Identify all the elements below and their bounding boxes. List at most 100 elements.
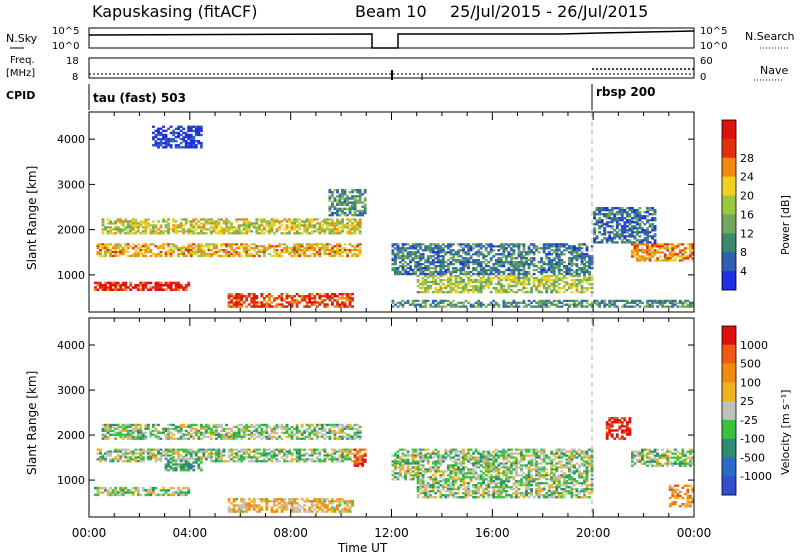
velocity-cell: [351, 427, 354, 431]
power-cell: [152, 144, 155, 147]
power-cell: [399, 251, 402, 254]
power-cell: [651, 213, 654, 216]
velocity-cell: [237, 458, 241, 461]
power-cell: [121, 249, 125, 252]
velocity-cell: [157, 452, 160, 455]
power-cell: [152, 131, 155, 135]
power-cell: [638, 223, 642, 226]
velocity-cell: [210, 429, 213, 432]
power-cell: [394, 253, 397, 256]
velocity-cell: [174, 467, 178, 470]
power-cell: [318, 228, 322, 231]
velocity-cell: [189, 423, 193, 427]
power-cell: [434, 305, 438, 308]
power-cell: [426, 276, 430, 280]
power-cell: [341, 293, 344, 296]
power-cell: [482, 253, 486, 256]
velocity-cell: [346, 437, 349, 440]
velocity-cell: [270, 506, 274, 509]
power-cell: [444, 265, 448, 268]
power-cell: [482, 268, 486, 272]
power-cell: [358, 213, 362, 217]
velocity-cell: [341, 450, 344, 453]
power-cell: [343, 301, 347, 304]
power-cell: [474, 280, 478, 284]
velocity-cell: [280, 448, 284, 451]
power-cell: [416, 268, 420, 272]
power-cell: [446, 245, 450, 248]
velocity-cell: [290, 425, 294, 429]
power-cell: [325, 243, 329, 246]
power-cell: [507, 266, 511, 270]
velocity-cell: [305, 458, 309, 461]
power-cell: [179, 230, 183, 233]
velocity-cell: [187, 467, 191, 470]
power-cell: [411, 303, 415, 306]
power-cell: [648, 303, 652, 306]
power-cell: [540, 305, 544, 308]
power-cell: [270, 295, 274, 298]
velocity-cell: [240, 500, 244, 503]
power-cell: [623, 225, 627, 228]
power-cell: [570, 249, 574, 252]
velocity-cell: [111, 460, 115, 463]
power-cell: [104, 247, 107, 250]
power-cell: [479, 265, 483, 268]
power-cell: [431, 280, 435, 284]
velocity-cell: [237, 435, 241, 438]
power-cell: [441, 251, 445, 254]
power-cell: [406, 251, 410, 254]
power-cell: [273, 250, 276, 254]
power-cell: [497, 270, 501, 274]
power-cell: [235, 293, 239, 296]
power-cell: [615, 221, 619, 224]
power-cell: [489, 301, 493, 304]
velocity-cell: [237, 429, 241, 432]
power-cell: [401, 266, 405, 270]
power-cell: [346, 252, 349, 256]
velocity-cell: [149, 486, 153, 490]
velocity-cell: [204, 431, 208, 434]
power-cell: [656, 299, 660, 302]
power-cell: [346, 254, 349, 258]
power-cell: [633, 305, 637, 308]
velocity-cell: [346, 427, 349, 431]
power-cell: [540, 266, 544, 270]
power-cell: [429, 266, 433, 270]
power-cell: [507, 255, 511, 258]
velocity-cell: [328, 431, 332, 434]
velocity-cell: [257, 423, 261, 427]
power-cell: [562, 261, 566, 264]
power-cell: [285, 305, 289, 308]
power-cell: [497, 257, 501, 260]
velocity-cell: [111, 450, 115, 453]
power-cell: [242, 247, 246, 250]
power-cell: [260, 220, 264, 223]
power-cell: [429, 261, 433, 264]
power-cell: [446, 247, 450, 250]
power-cell: [593, 231, 596, 234]
power-cell: [545, 245, 549, 248]
power-cell: [116, 228, 120, 231]
power-cell: [295, 245, 299, 248]
velocity-cell: [131, 423, 135, 427]
velocity-cell: [290, 429, 294, 432]
power-cell: [177, 224, 181, 227]
power-cell: [189, 129, 193, 133]
power-cell: [210, 249, 213, 252]
power-cell: [414, 247, 418, 250]
power-cell: [194, 129, 198, 133]
power-cell: [467, 266, 470, 270]
velocity-cell: [144, 423, 148, 427]
velocity-cell: [298, 431, 302, 434]
velocity-cell: [202, 435, 206, 438]
velocity-cell: [167, 489, 170, 492]
power-cell: [270, 228, 274, 231]
power-cell: [250, 252, 254, 256]
power-cell: [199, 228, 203, 231]
power-cell: [159, 137, 163, 141]
power-cell: [578, 249, 581, 252]
power-cell: [557, 265, 561, 268]
power-cell: [154, 144, 158, 147]
velocity-cell: [199, 433, 203, 436]
